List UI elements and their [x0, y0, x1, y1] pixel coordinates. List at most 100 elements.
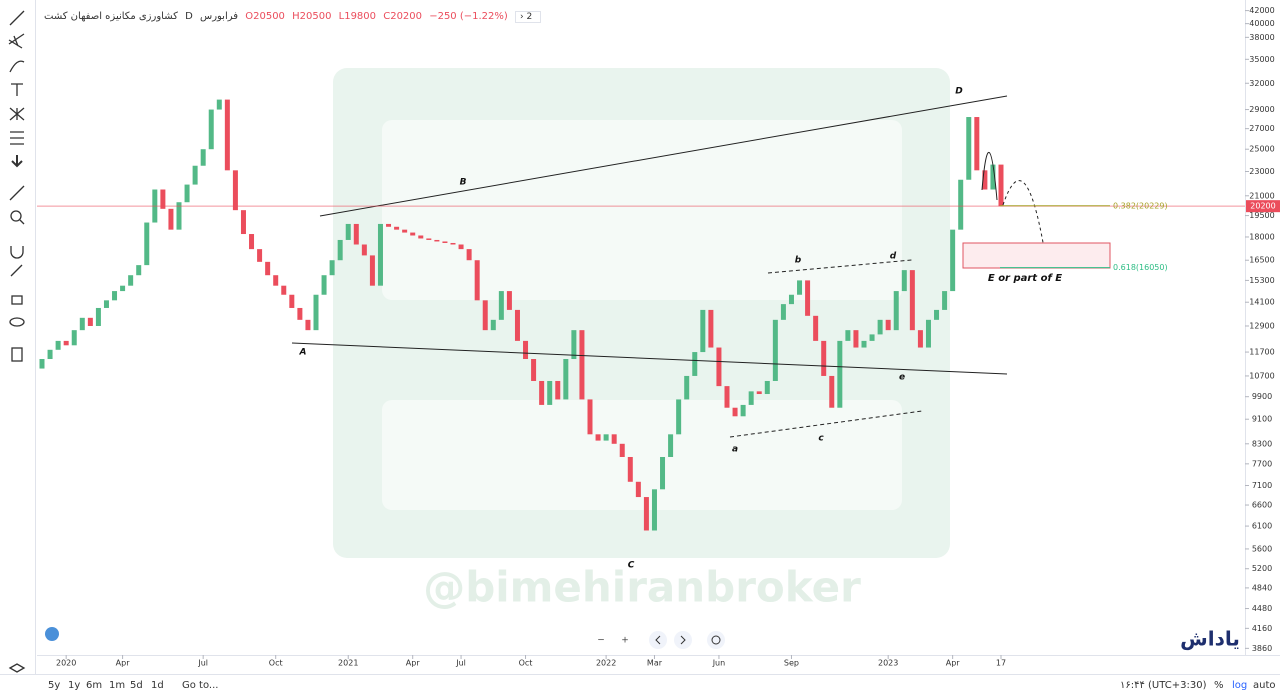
target-zone	[962, 242, 1111, 269]
candle	[555, 380, 561, 400]
wave-label: a	[732, 445, 738, 455]
candle	[474, 260, 480, 301]
candle	[958, 179, 964, 230]
candle	[240, 210, 246, 235]
x-tick-label: Sep	[784, 659, 799, 668]
auto-toggle[interactable]: auto	[1253, 680, 1276, 691]
y-tick-label: 15300	[1249, 276, 1274, 285]
wave-label: e	[899, 373, 905, 383]
candle	[87, 317, 93, 326]
candle	[797, 280, 803, 295]
badge-count: 2	[526, 12, 533, 22]
candle	[764, 380, 770, 395]
x-tick-label: 2021	[338, 659, 358, 668]
candle	[369, 255, 375, 286]
candle	[934, 309, 940, 320]
candle	[200, 149, 206, 166]
timeframe[interactable]: 1m	[109, 680, 126, 691]
candle	[63, 340, 69, 346]
candle	[579, 330, 585, 400]
percent-toggle[interactable]: %	[1214, 680, 1224, 691]
candle	[103, 300, 109, 308]
candle	[660, 456, 666, 490]
y-tick-label: 27000	[1249, 124, 1274, 133]
fib-label: 0.382(20229)	[1113, 201, 1168, 210]
x-tick-label: Apr	[116, 659, 131, 668]
candle	[982, 170, 988, 190]
ohlc-close: C20200	[383, 11, 423, 22]
y-tick-label: 19500	[1249, 211, 1274, 220]
x-tick-label: 2020	[56, 659, 76, 668]
goto[interactable]: Go to...	[182, 680, 219, 691]
candle	[249, 234, 255, 250]
y-tick-label: 9100	[1252, 415, 1272, 424]
x-tick-label: 17	[996, 659, 1006, 668]
candle	[402, 229, 408, 233]
candle	[684, 375, 690, 400]
candle	[724, 386, 730, 408]
candle	[176, 202, 182, 230]
timeframe[interactable]: 1y	[68, 680, 81, 691]
candle	[386, 223, 392, 227]
candle	[942, 291, 948, 310]
x-tick-label: Mar	[647, 659, 663, 668]
candle	[95, 307, 101, 326]
y-tick-label: 18000	[1249, 232, 1274, 241]
y-tick-label: 7700	[1252, 459, 1272, 468]
candle	[917, 330, 923, 348]
clock: ۱۶:۴۴ (UTC+3:30)	[1120, 680, 1207, 691]
zoom-controls[interactable]: − +	[597, 631, 725, 649]
candle	[39, 359, 45, 369]
y-tick-label: 3860	[1252, 644, 1272, 653]
candle	[716, 347, 722, 387]
candle	[112, 291, 118, 301]
study-badge[interactable]: › 2	[514, 11, 542, 23]
candle	[950, 229, 956, 292]
y-tick-label: 7100	[1252, 481, 1272, 490]
bottom-bar: 5y 1y 6m 1m 5d 1d Go to... ۱۶:۴۴ (UTC+3:…	[0, 674, 1280, 698]
candle	[893, 291, 899, 331]
candle	[837, 340, 843, 408]
candle	[829, 375, 835, 408]
candle	[120, 285, 126, 292]
y-tick-label: 35000	[1249, 55, 1274, 64]
y-tick-label: 32000	[1249, 79, 1274, 88]
candle	[79, 317, 85, 331]
y-tick-label: 23000	[1249, 167, 1274, 176]
timeframe[interactable]: 5d	[130, 680, 143, 691]
y-tick-label: 11700	[1249, 348, 1274, 357]
candle	[627, 456, 633, 482]
svg-text:+: +	[621, 636, 629, 646]
last-price-label: 20200	[1250, 202, 1275, 211]
candle	[361, 244, 367, 256]
candle	[168, 208, 174, 230]
candle	[466, 249, 472, 261]
timeframe[interactable]: 5y	[48, 680, 61, 691]
candle	[458, 244, 464, 250]
candle	[974, 117, 980, 171]
candle	[805, 280, 811, 316]
wave-label: B	[460, 178, 467, 188]
x-tick-label: Jun	[712, 659, 726, 668]
timeframe[interactable]: 1d	[151, 680, 164, 691]
candle	[482, 300, 488, 331]
candle	[990, 164, 996, 190]
candle	[224, 99, 230, 171]
candle	[925, 319, 931, 348]
candle	[426, 238, 432, 240]
x-tick-label: 2023	[878, 659, 898, 668]
candle	[184, 184, 190, 203]
wave-label: b	[795, 256, 802, 266]
timeframe[interactable]: 6m	[86, 680, 103, 691]
ohlc-low: L19800	[338, 11, 377, 22]
y-tick-label: 16500	[1249, 256, 1274, 265]
candle	[869, 334, 875, 341]
candle	[853, 330, 859, 348]
tool-icons[interactable]	[8, 10, 26, 673]
candle	[780, 304, 786, 320]
y-tick-label: 9900	[1252, 392, 1272, 401]
candle	[821, 340, 827, 376]
log-toggle[interactable]: log	[1232, 680, 1248, 691]
y-tick-label: 29000	[1249, 105, 1274, 114]
